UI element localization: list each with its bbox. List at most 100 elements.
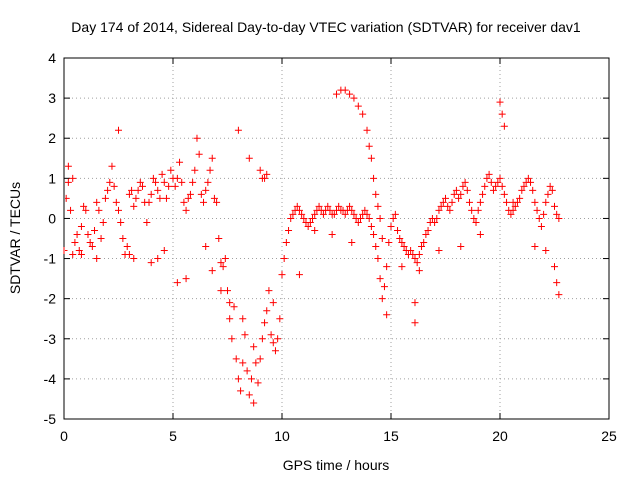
data-point [95,206,103,214]
y-tick-label: -2 [44,291,57,307]
data-point [178,178,186,186]
data-point [125,190,133,198]
x-tick-label: 0 [60,428,68,444]
data-point [348,206,356,214]
data-point [354,102,362,110]
data-point [400,243,408,251]
data-point [553,210,561,218]
data-point [269,299,277,307]
data-point [84,230,92,238]
data-point [261,174,269,182]
data-point [278,271,286,279]
data-point [551,263,558,271]
data-point [182,206,190,214]
data-point [341,210,349,218]
data-point [311,210,319,218]
data-point [265,287,273,295]
data-point [217,259,225,267]
data-point [435,247,443,255]
data-point [287,214,295,222]
data-point [350,210,358,218]
data-point [147,190,155,198]
data-point [529,186,537,194]
data-point [433,214,441,222]
data-point [439,198,447,206]
data-point [195,150,203,158]
data-point [202,243,210,251]
data-point [555,214,563,222]
data-point [241,331,249,339]
data-point [444,202,452,210]
data-point [383,311,391,319]
data-point [97,235,105,242]
data-point [261,319,269,327]
data-point [263,170,271,178]
data-point [548,186,556,194]
data-point [435,206,443,214]
data-point [274,335,282,343]
data-point [378,295,386,303]
data-point [328,230,336,238]
data-point [498,182,506,190]
data-point [500,122,508,130]
data-point [115,126,122,134]
data-point [398,239,406,247]
data-point [215,235,223,242]
data-point [527,178,535,186]
data-point [285,226,293,234]
data-point [476,198,484,206]
data-point [487,178,495,186]
x-tick-label: 15 [383,428,399,444]
data-point [173,174,181,182]
data-point [446,206,454,214]
data-point [481,182,489,190]
data-point [162,194,170,202]
data-point [230,303,238,311]
data-point [69,251,77,259]
x-tick-label: 10 [274,428,290,444]
data-point [411,255,419,263]
data-point [228,335,236,343]
data-point [507,210,515,218]
data-point [93,198,101,206]
data-point [483,174,491,182]
data-point [457,190,465,198]
data-point [115,206,122,214]
y-axis-label: SDTVAR / TECUs [7,182,23,294]
data-point [542,247,550,255]
data-point [130,202,138,210]
x-tick-labels: 0 5 10 15 20 25 [60,428,617,444]
data-point [551,202,558,210]
data-point [258,335,266,343]
y-tick-label: 4 [48,50,56,66]
data-point [542,198,550,206]
data-point [217,287,225,295]
data-point [319,210,327,218]
data-point [365,142,373,150]
data-point [324,202,332,210]
data-point [455,194,463,202]
data-point [252,359,260,367]
data-point [269,339,277,347]
data-point [82,206,90,214]
data-point [544,190,552,198]
data-point [219,263,227,271]
data-point [420,239,428,247]
x-axis-label: GPS time / hours [283,457,390,473]
data-point [306,218,314,226]
data-point [396,235,404,242]
data-point [398,263,406,271]
data-point [106,178,114,186]
data-point [531,243,539,251]
data-point [457,243,465,251]
data-point [333,90,340,98]
data-point [226,299,234,307]
data-point [67,206,75,214]
data-point [516,194,524,202]
data-point [145,198,153,206]
data-point [531,198,539,206]
data-point [372,190,380,198]
data-point [311,226,319,234]
data-point [110,182,118,190]
